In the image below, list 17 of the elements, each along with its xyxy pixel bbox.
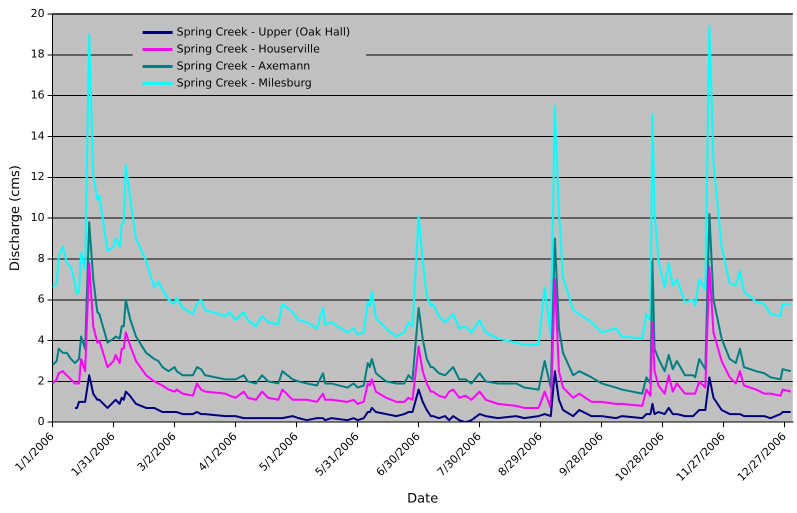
y-axis-title: Discharge (cms) <box>8 165 24 272</box>
legend-label: Spring Creek - Upper (Oak Hall) <box>176 25 350 38</box>
y-tick-label: 0 <box>38 415 45 428</box>
legend-label: Spring Creek - Houserville <box>176 42 320 56</box>
legend-label: Spring Creek - Axemann <box>176 59 310 72</box>
y-tick-label: 2 <box>38 374 45 388</box>
y-tick-label: 6 <box>38 292 45 306</box>
y-tick-label: 20 <box>30 6 45 20</box>
y-tick-label: 16 <box>30 88 45 102</box>
y-tick-label: 18 <box>30 48 45 61</box>
legend-label: Spring Creek - Milesburg <box>176 76 312 90</box>
y-tick-label: 8 <box>38 252 45 265</box>
y-tick-label: 12 <box>30 170 45 184</box>
y-tick-label: 10 <box>30 210 45 224</box>
x-axis-title: Date <box>407 492 438 507</box>
y-tick-label: 4 <box>38 333 45 346</box>
y-tick-label: 14 <box>30 129 45 142</box>
